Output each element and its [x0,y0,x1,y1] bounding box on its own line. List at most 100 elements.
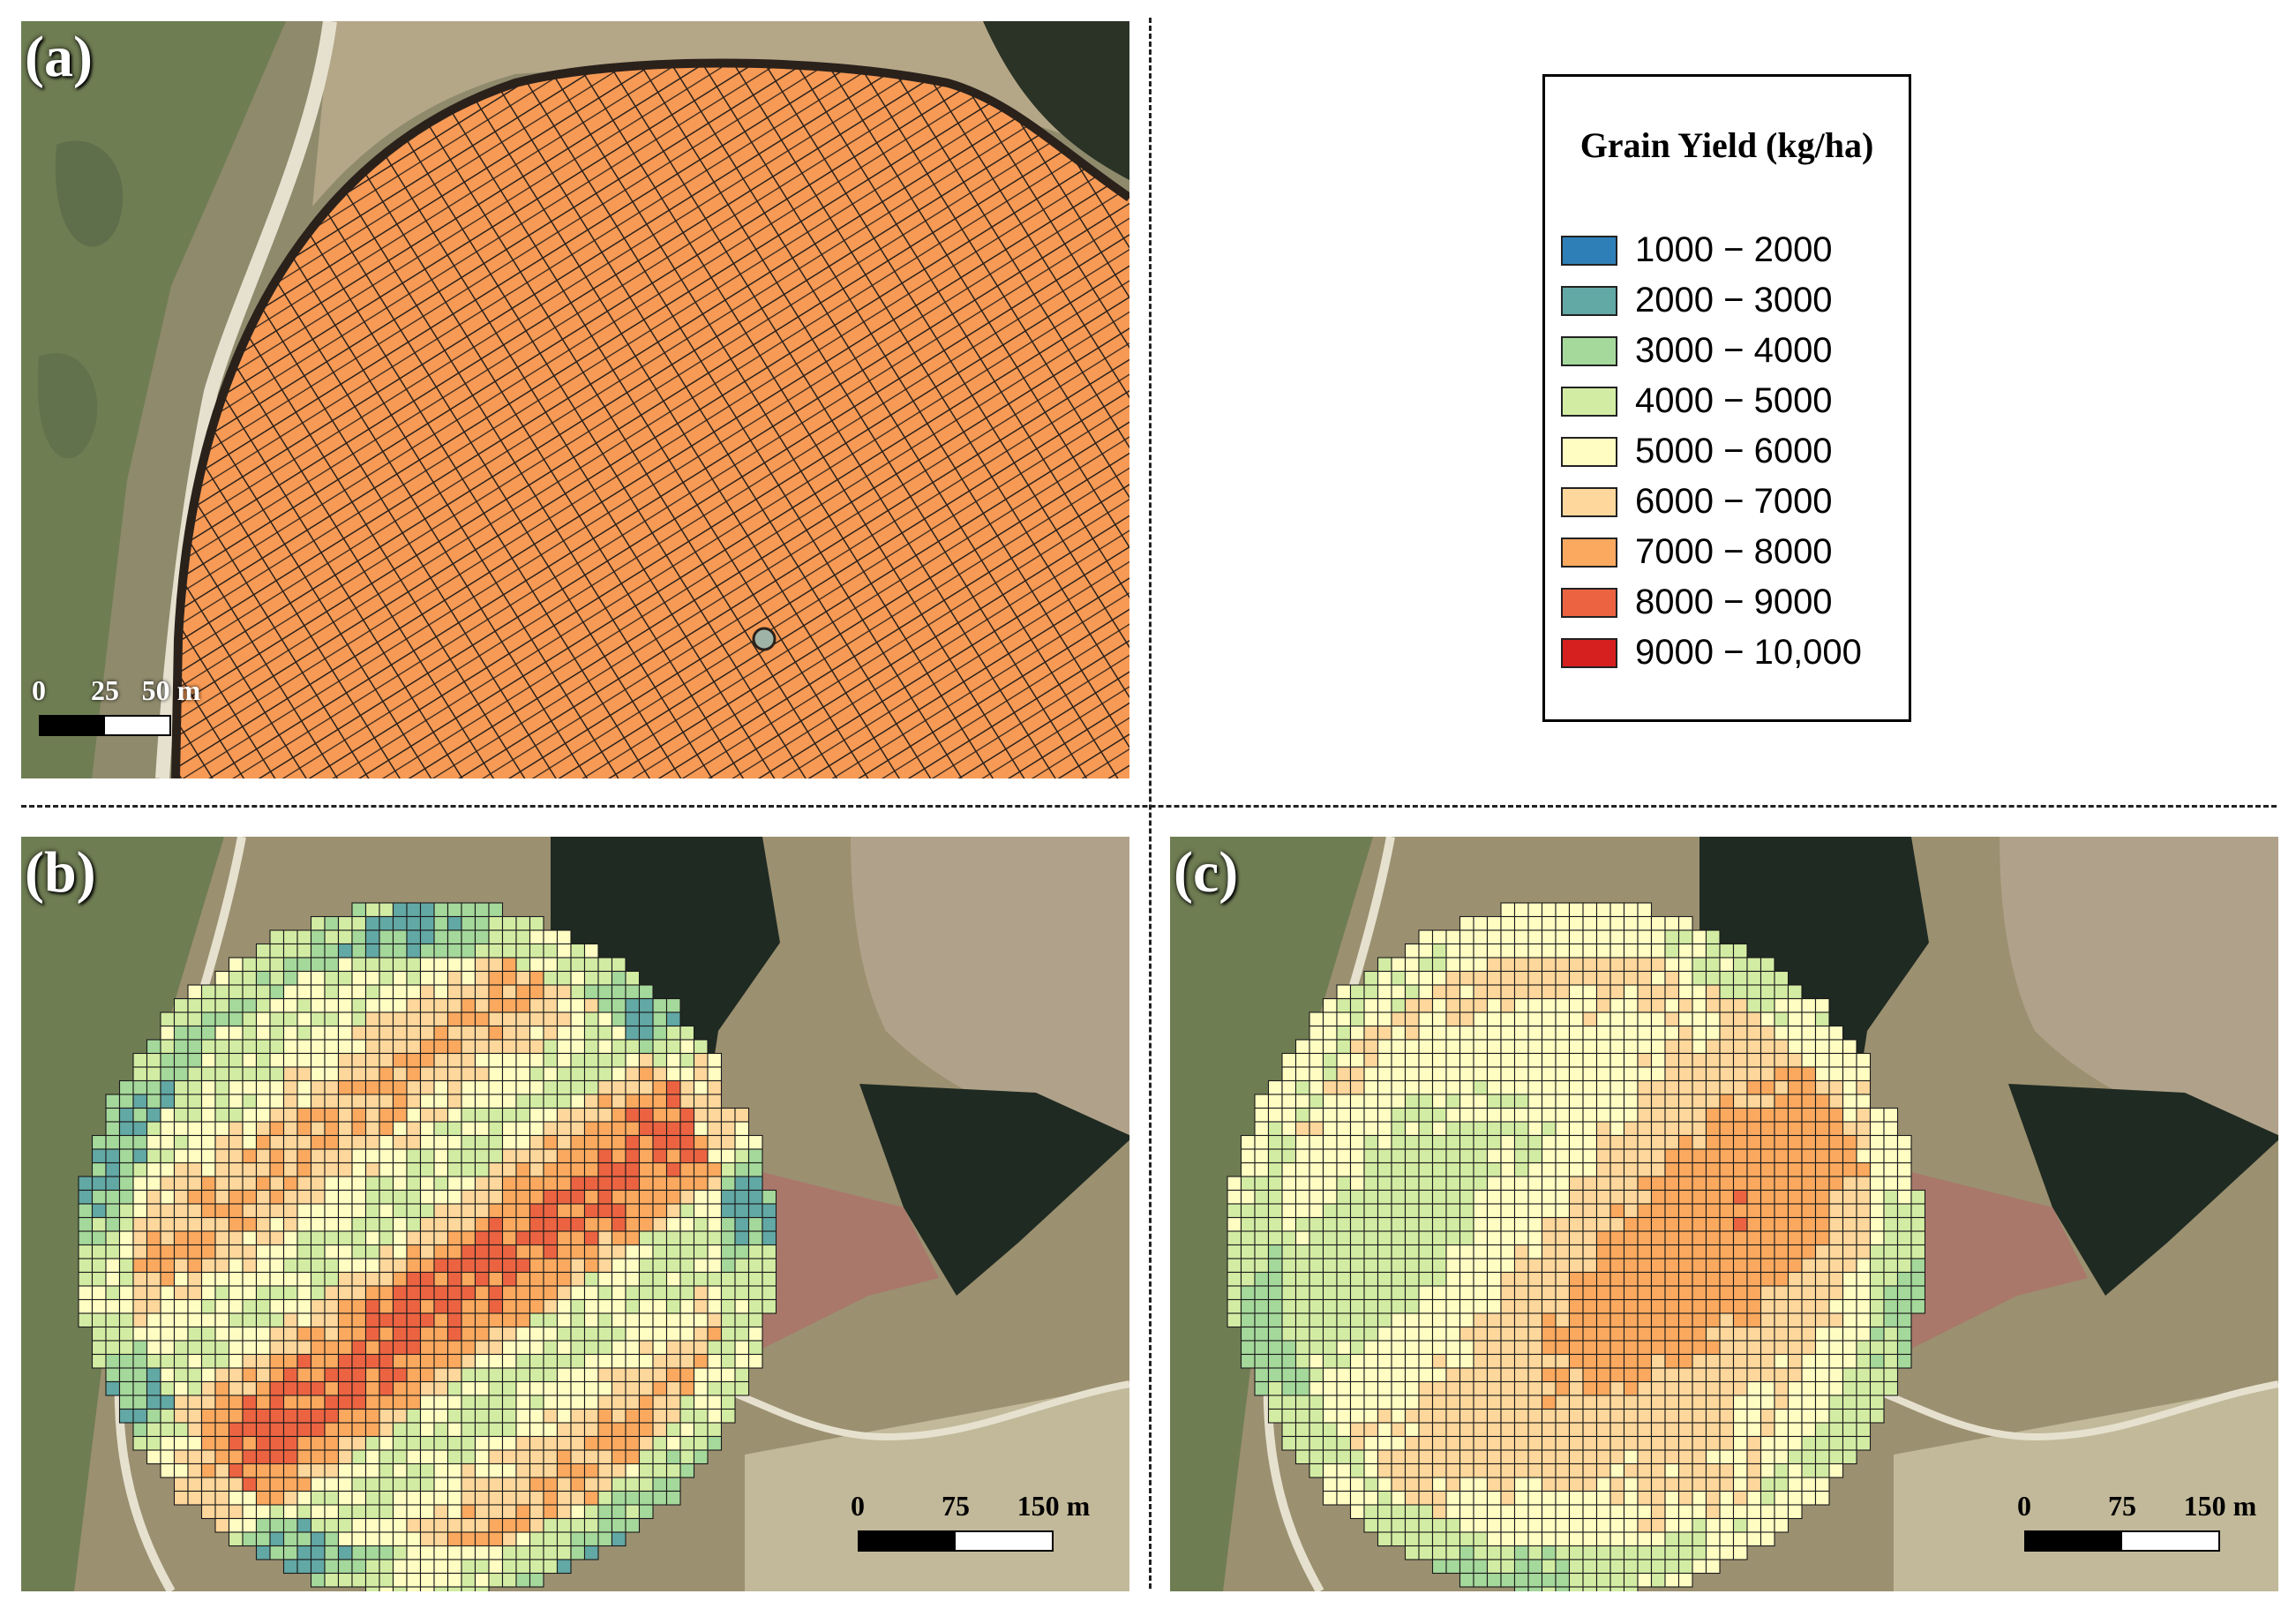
yield-cell [1774,1244,1790,1259]
yield-cell [1527,1435,1543,1451]
yield-cell [1568,1148,1584,1164]
yield-cell [310,1408,326,1424]
yield-cell [501,1380,517,1396]
yield-cell [1294,1258,1310,1274]
yield-cell [255,1094,271,1109]
yield-cell [529,1531,544,1547]
yield-cell [132,1285,148,1301]
yield-cell [406,1531,422,1547]
yield-cell [1787,1011,1803,1027]
yield-cell [679,1367,695,1383]
yield-cell [118,1312,134,1328]
yield-cell [515,1121,531,1137]
yield-cell [1541,970,1557,986]
yield-cell [1719,1107,1735,1123]
yield-cell [1637,1559,1653,1575]
yield-cell [351,1203,367,1219]
yield-cell [1774,1134,1790,1150]
yield-cell [379,1312,394,1328]
yield-cell [1609,1462,1625,1478]
yield-cell [1828,1203,1844,1219]
yield-cell [1692,984,1707,1000]
yield-cell [310,1504,326,1520]
yield-cell [173,1094,189,1109]
yield-cell [1431,1052,1447,1068]
yield-cell [269,1107,285,1123]
yield-cell [1281,1353,1297,1369]
yield-cell [187,1477,203,1492]
yield-cell [1459,1517,1474,1533]
yield-cell [433,1216,449,1232]
yield-cell [132,1380,148,1396]
yield-cell [1500,1559,1516,1575]
yield-cell [1404,1408,1420,1424]
yield-cell [118,1216,134,1232]
yield-cell [1692,1477,1707,1492]
yield-cell [364,1490,380,1506]
yield-cell [105,1148,121,1164]
yield-cell [1896,1353,1912,1369]
yield-cell [734,1271,750,1287]
yield-cell [652,1312,668,1328]
yield-cell [583,1380,599,1396]
yield-cell [638,1039,654,1055]
yield-cell [1513,1340,1529,1356]
yield-cell [611,1216,627,1232]
yield-cell [1473,1066,1489,1082]
yield-cell [433,902,449,918]
yield-cell [1595,1271,1611,1287]
yield-cell [488,1079,504,1095]
yield-cell [461,929,476,945]
yield-cell [707,1203,723,1219]
yield-cell [364,957,380,973]
yield-cell [1582,997,1598,1013]
yield-cell [556,1545,572,1560]
yield-cell [1787,1298,1803,1314]
yield-cell [707,1380,723,1396]
yield-cell [1623,1039,1639,1055]
yield-cell [1404,943,1420,959]
yield-cell [1746,1285,1762,1301]
yield-cell [310,1258,326,1274]
yield-cell [1814,1258,1830,1274]
yield-cell [1787,984,1803,1000]
yield-cell [474,1039,490,1055]
yield-cell [1418,1312,1434,1328]
yield-cell [187,1312,203,1328]
yield-cell [1555,1107,1571,1123]
yield-cell [1294,1326,1310,1342]
yield-cell [1650,1462,1666,1478]
yield-cell [1377,1504,1392,1520]
yield-cell [1609,1176,1625,1192]
yield-cell [1568,1176,1584,1192]
yield-cell [1363,1025,1379,1041]
yield-cell [310,984,326,1000]
yield-cell [1459,1559,1474,1575]
yield-cell [1513,1094,1529,1109]
yield-cell [1227,1298,1242,1314]
yield-cell [282,1477,298,1492]
yield-cell [173,1380,189,1396]
yield-cell [1664,1545,1680,1560]
yield-cell [228,1531,244,1547]
yield-cell [1294,1134,1310,1150]
yield-cell [351,1162,367,1177]
yield-cell [529,997,544,1013]
yield-cell [693,1258,709,1274]
yield-cell [214,1490,230,1506]
yield-cell [1856,1230,1872,1246]
yield-cell [364,1203,380,1219]
yield-cell [1473,1449,1489,1465]
yield-cell [1732,1531,1748,1547]
yield-cell [720,1340,736,1356]
yield-cell [379,984,394,1000]
yield-cell [1746,1189,1762,1205]
yield-cell [214,1107,230,1123]
yield-cell [1431,1094,1447,1109]
yield-cell [1500,984,1516,1000]
yield-cell [665,1189,681,1205]
yield-cell [1555,1395,1571,1410]
yield-cell [1787,1079,1803,1095]
yield-cell [488,1107,504,1123]
yield-cell [1595,1107,1611,1123]
